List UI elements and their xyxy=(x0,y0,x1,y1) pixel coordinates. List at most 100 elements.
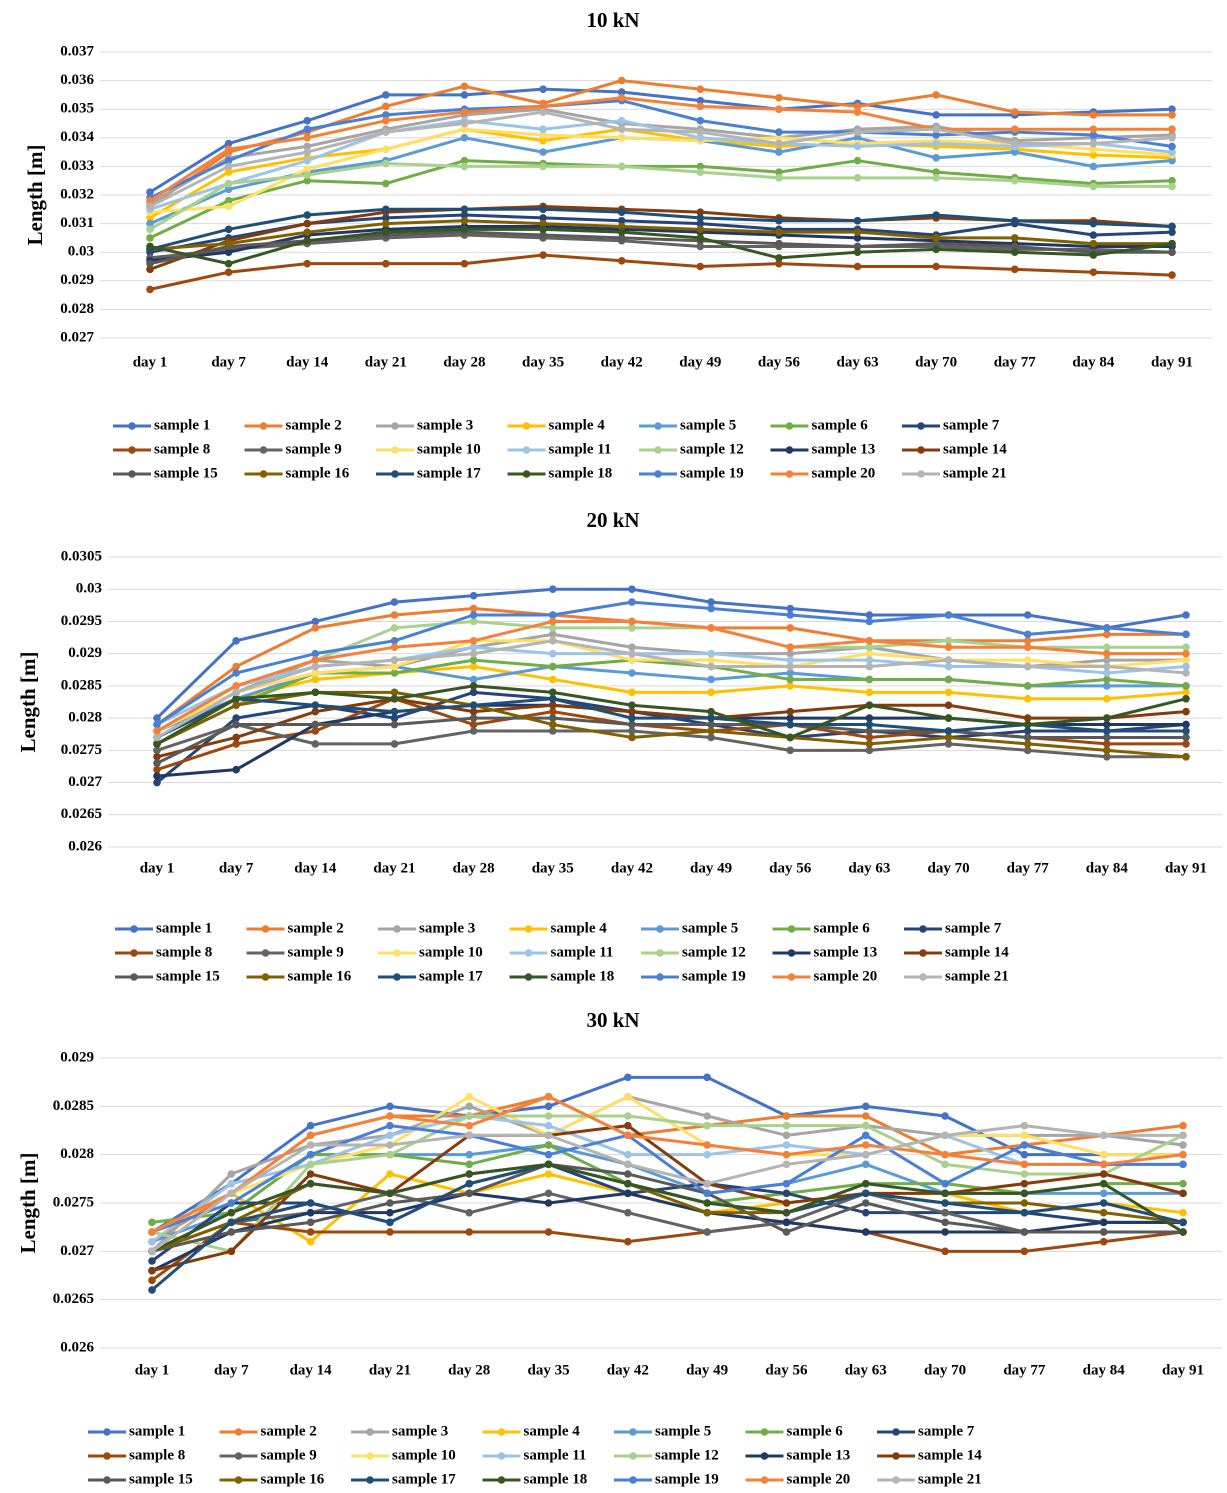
data-point xyxy=(390,624,399,632)
data-point xyxy=(1099,1150,1108,1159)
data-point xyxy=(865,688,874,697)
legend-marker xyxy=(760,1428,769,1436)
data-point xyxy=(1168,148,1176,156)
data-point xyxy=(786,656,795,664)
data-point xyxy=(460,82,469,91)
data-point xyxy=(386,1102,394,1111)
data-point xyxy=(539,219,547,228)
series-line xyxy=(149,233,1173,260)
data-point xyxy=(465,1228,474,1236)
data-point xyxy=(460,259,469,268)
legend-label: sample 3 xyxy=(392,1423,448,1439)
data-point xyxy=(853,234,862,242)
data-point xyxy=(1182,649,1190,658)
data-point xyxy=(153,733,161,742)
data-point xyxy=(786,669,795,677)
x-tick-label: day 14 xyxy=(294,860,337,876)
series-line xyxy=(151,1095,1184,1234)
data-point xyxy=(1023,682,1032,690)
series-line xyxy=(155,587,1187,720)
x-tick-label: day 14 xyxy=(286,354,329,370)
data-point xyxy=(865,720,874,729)
data-point xyxy=(1168,239,1176,248)
series-line xyxy=(156,639,1187,739)
data-point xyxy=(460,162,469,171)
data-point xyxy=(696,234,705,242)
data-point xyxy=(148,1286,156,1294)
data-point xyxy=(861,1160,870,1169)
data-point xyxy=(390,707,399,716)
data-point xyxy=(786,746,795,755)
series-line xyxy=(156,684,1187,746)
data-point xyxy=(386,1112,394,1120)
data-point xyxy=(941,1208,949,1217)
data-point xyxy=(1020,1247,1029,1256)
data-point xyxy=(775,259,783,268)
data-point xyxy=(624,1179,632,1188)
data-point xyxy=(853,242,862,251)
data-point xyxy=(1168,134,1176,142)
series-line xyxy=(156,716,1186,765)
legend-label: sample 17 xyxy=(392,1471,456,1487)
data-point xyxy=(865,662,874,671)
data-point xyxy=(782,1218,791,1227)
data-point xyxy=(1089,131,1098,139)
data-point xyxy=(782,1179,791,1188)
data-point xyxy=(306,1237,315,1246)
data-point xyxy=(617,228,626,236)
data-point xyxy=(146,196,154,205)
legend-label: sample 12 xyxy=(680,441,744,457)
data-point xyxy=(232,669,240,677)
data-point xyxy=(1168,105,1176,113)
data-point xyxy=(382,259,390,268)
y-tick-label: 0.03 xyxy=(76,581,102,597)
data-point xyxy=(932,262,940,271)
data-point xyxy=(544,1131,553,1140)
data-point xyxy=(786,707,795,716)
data-point xyxy=(1179,1141,1187,1149)
data-point xyxy=(786,714,795,722)
data-point xyxy=(469,675,478,684)
legend-marker xyxy=(130,949,138,957)
data-point xyxy=(460,134,469,142)
x-tick-label: day 84 xyxy=(1086,860,1129,876)
series-line xyxy=(156,600,1187,726)
data-point xyxy=(382,91,390,99)
y-tick-label: 0.027 xyxy=(68,774,102,790)
data-point xyxy=(1023,662,1032,671)
legend-label: sample 6 xyxy=(787,1423,844,1439)
data-point xyxy=(460,108,469,116)
data-point xyxy=(227,1179,236,1188)
data-point xyxy=(386,1199,394,1207)
data-point xyxy=(617,162,626,171)
data-point xyxy=(153,714,161,722)
data-point xyxy=(782,1150,791,1159)
data-point xyxy=(703,1199,711,1207)
legend-label: sample 12 xyxy=(655,1447,719,1463)
data-point xyxy=(696,102,705,111)
data-point xyxy=(146,285,154,294)
data-point xyxy=(1010,176,1019,185)
data-point xyxy=(775,228,783,236)
data-point xyxy=(1103,746,1111,755)
legend-marker xyxy=(785,422,794,430)
legend-label: sample 20 xyxy=(814,968,878,984)
legend-label: sample 9 xyxy=(286,441,342,457)
data-point xyxy=(390,636,399,645)
data-point xyxy=(224,145,233,154)
legend-label: sample 3 xyxy=(417,417,473,433)
series-line xyxy=(151,1162,1183,1253)
data-point xyxy=(548,675,557,684)
legend-marker xyxy=(654,446,662,454)
data-point xyxy=(628,656,636,664)
data-point xyxy=(707,604,715,613)
y-tick-label: 0.0265 xyxy=(53,1291,94,1307)
legend-label: sample 1 xyxy=(154,417,210,433)
data-point xyxy=(944,688,953,697)
y-tick-label: 0.027 xyxy=(60,329,94,345)
legend-marker xyxy=(760,1452,769,1460)
y-tick-label: 0.028 xyxy=(60,1146,94,1162)
legend-marker xyxy=(787,973,796,981)
data-point xyxy=(1020,1170,1029,1178)
